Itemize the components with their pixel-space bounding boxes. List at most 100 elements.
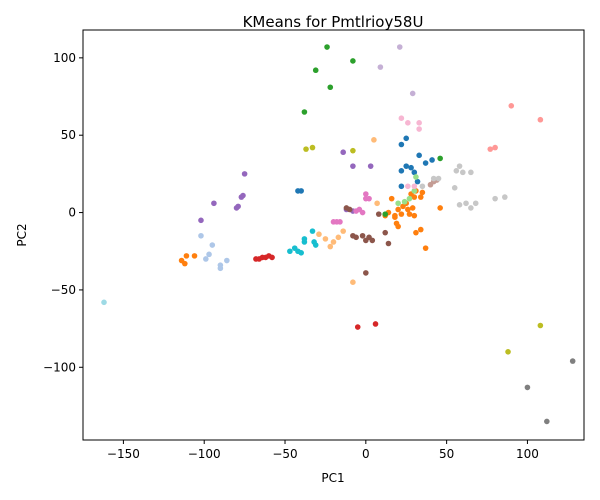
cluster-1-point-8 bbox=[395, 206, 401, 213]
cluster-5-point-9 bbox=[382, 229, 389, 236]
data-points bbox=[101, 44, 576, 425]
cluster-11-point-2 bbox=[330, 239, 337, 245]
cluster-3-point-7 bbox=[372, 321, 379, 327]
cluster-4-point-6 bbox=[198, 217, 204, 224]
cluster-8-point-2 bbox=[350, 147, 356, 154]
cluster-8-point-4 bbox=[537, 322, 544, 329]
cluster-1-point-19 bbox=[419, 189, 426, 196]
y-axis-label: PC2 bbox=[15, 223, 29, 246]
cluster-17-point-4 bbox=[453, 167, 460, 174]
cluster-1-point-16 bbox=[411, 194, 418, 200]
cluster-1-point-27 bbox=[392, 212, 398, 219]
cluster-4-point-5 bbox=[211, 200, 217, 207]
cluster-17-point-10 bbox=[468, 205, 474, 211]
cluster-4-point-8 bbox=[350, 163, 356, 169]
cluster-1-point-15 bbox=[411, 212, 418, 219]
cluster-10-point-1 bbox=[203, 256, 209, 262]
cluster-8-point-3 bbox=[505, 349, 511, 355]
cluster-1-point-24 bbox=[437, 205, 443, 211]
cluster-1-point-20 bbox=[422, 245, 429, 251]
cluster-9-point-6 bbox=[309, 228, 316, 234]
cluster-16-point-1 bbox=[405, 120, 411, 126]
cluster-4-point-2 bbox=[240, 192, 246, 199]
cluster-11-point-6 bbox=[350, 279, 356, 285]
cluster-0-point-10 bbox=[403, 135, 410, 142]
cluster-14-point-1 bbox=[377, 64, 384, 70]
cluster-0-point-2 bbox=[398, 167, 405, 174]
cluster-2-point-4 bbox=[301, 109, 308, 115]
cluster-0-point-1 bbox=[298, 188, 304, 194]
cluster-11-point-0 bbox=[316, 231, 322, 238]
cluster-1-point-25 bbox=[405, 206, 411, 213]
cluster-10-point-3 bbox=[209, 242, 216, 248]
cluster-17-point-9 bbox=[463, 200, 469, 207]
cluster-4-point-4 bbox=[235, 203, 241, 210]
cluster-0-point-4 bbox=[408, 164, 414, 171]
cluster-7-point-1 bbox=[544, 418, 550, 425]
cluster-11-point-8 bbox=[374, 200, 380, 207]
cluster-1-point-2 bbox=[183, 253, 190, 259]
cluster-5-point-7 bbox=[369, 237, 376, 244]
cluster-17-point-1 bbox=[430, 175, 437, 182]
y-tick-label: 0 bbox=[68, 206, 76, 220]
cluster-10-point-6 bbox=[224, 257, 230, 264]
cluster-3-point-5 bbox=[269, 254, 275, 261]
cluster-0-point-9 bbox=[398, 141, 405, 148]
x-axis-label: PC1 bbox=[321, 471, 344, 485]
cluster-10-point-2 bbox=[206, 251, 212, 258]
y-tick-label: 100 bbox=[53, 51, 76, 65]
cluster-1-point-3 bbox=[191, 253, 198, 259]
cluster-8-point-1 bbox=[303, 146, 309, 152]
cluster-11-point-3 bbox=[327, 243, 334, 250]
plot-area bbox=[82, 29, 585, 441]
x-tick-label: −100 bbox=[188, 447, 221, 461]
cluster-0-point-3 bbox=[403, 163, 410, 169]
cluster-1-point-22 bbox=[417, 226, 424, 233]
cluster-17-point-12 bbox=[492, 195, 498, 202]
cluster-6-point-6 bbox=[363, 191, 369, 197]
chart-title: KMeans for Pmtlrioy58U bbox=[243, 13, 424, 31]
cluster-13-point-0 bbox=[487, 146, 494, 152]
x-tick-label: −50 bbox=[272, 447, 297, 461]
cluster-17-point-2 bbox=[435, 175, 442, 182]
x-axis-ticks: −150 −100 −50 0 50 100 bbox=[107, 440, 539, 461]
cluster-2-point-5 bbox=[437, 155, 443, 162]
cluster-5-point-3 bbox=[353, 234, 359, 241]
cluster-1-point-6 bbox=[388, 195, 395, 202]
cluster-6-point-2 bbox=[337, 219, 343, 225]
cluster-2-point-2 bbox=[312, 67, 319, 74]
cluster-1-point-21 bbox=[413, 229, 419, 236]
cluster-14-point-2 bbox=[409, 90, 416, 97]
cluster-12-point-3 bbox=[411, 188, 418, 194]
cluster-17-point-8 bbox=[456, 202, 463, 208]
cluster-9-point-3 bbox=[298, 249, 304, 256]
x-tick-label: 50 bbox=[439, 447, 454, 461]
cluster-5-point-11 bbox=[363, 270, 369, 276]
cluster-17-point-0 bbox=[419, 183, 426, 190]
cluster-4-point-9 bbox=[367, 163, 374, 169]
cluster-16-point-3 bbox=[416, 126, 422, 132]
cluster-16-point-0 bbox=[398, 115, 405, 121]
cluster-0-point-7 bbox=[422, 160, 429, 166]
cluster-6-point-8 bbox=[366, 195, 372, 202]
cluster-9-point-8 bbox=[312, 242, 319, 248]
cluster-2-point-1 bbox=[350, 58, 356, 64]
cluster-2-point-3 bbox=[327, 84, 334, 91]
cluster-5-point-10 bbox=[385, 240, 392, 247]
cluster-2-point-6 bbox=[382, 211, 389, 217]
cluster-17-point-6 bbox=[459, 169, 466, 176]
cluster-0-point-8 bbox=[429, 157, 435, 163]
cluster-5-point-4 bbox=[359, 232, 366, 239]
cluster-17-point-7 bbox=[468, 169, 474, 176]
cluster-10-point-5 bbox=[217, 265, 224, 272]
cluster-16-point-4 bbox=[405, 183, 411, 190]
cluster-4-point-7 bbox=[340, 149, 346, 156]
cluster-18-point-0 bbox=[101, 299, 107, 306]
cluster-11-point-7 bbox=[371, 137, 377, 143]
cluster-17-point-13 bbox=[502, 194, 508, 200]
cluster-13-point-3 bbox=[537, 116, 544, 123]
cluster-9-point-0 bbox=[287, 248, 293, 255]
cluster-1-point-26 bbox=[409, 205, 416, 211]
cluster-2-point-0 bbox=[324, 44, 330, 50]
